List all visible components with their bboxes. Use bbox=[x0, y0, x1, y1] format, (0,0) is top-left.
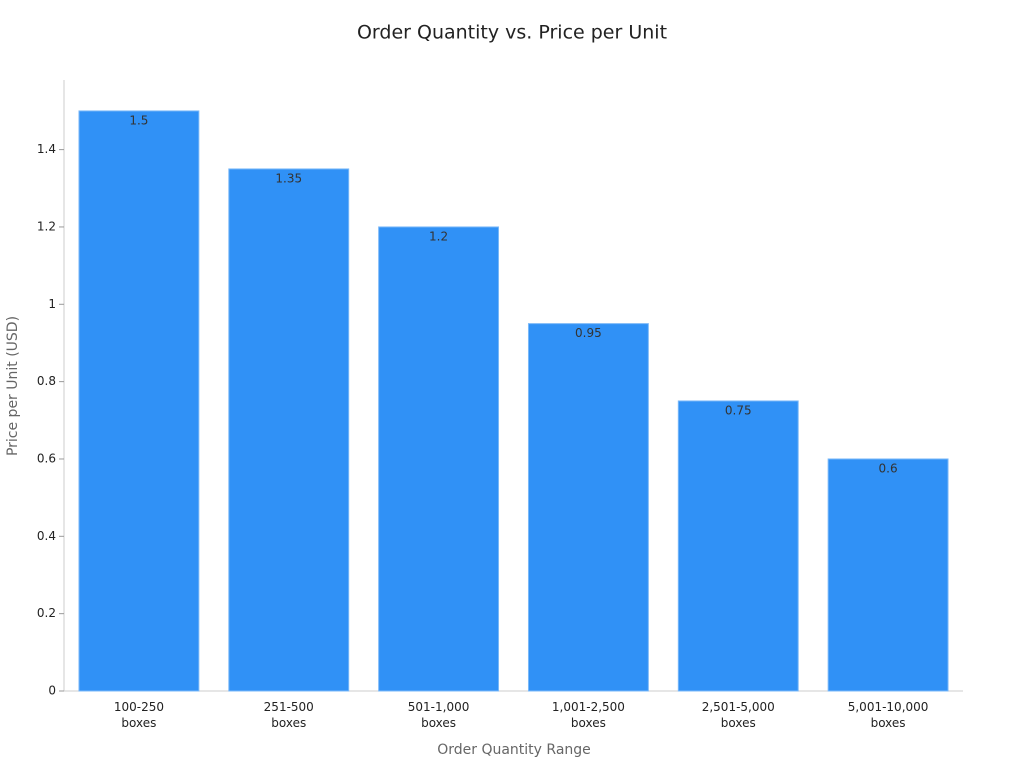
x-axis-label: Order Quantity Range bbox=[437, 742, 591, 758]
bar bbox=[827, 458, 949, 692]
data-label: 1.35 bbox=[275, 171, 302, 185]
bar bbox=[677, 400, 799, 692]
y-tick-label: 0.6 bbox=[37, 451, 56, 465]
bar bbox=[78, 110, 200, 692]
data-label: 1.5 bbox=[129, 113, 148, 127]
data-label: 0.6 bbox=[879, 461, 898, 475]
x-tick-label: 2,501-5,000 boxes bbox=[702, 700, 775, 730]
bar bbox=[228, 168, 350, 692]
x-tick-label: 100-250 boxes bbox=[114, 700, 164, 730]
y-tick-label: 0.4 bbox=[37, 529, 56, 543]
y-tick-label: 0 bbox=[48, 684, 56, 698]
x-tick-label: 5,001-10,000 boxes bbox=[848, 700, 929, 730]
chart-title: Order Quantity vs. Price per Unit bbox=[357, 22, 667, 44]
y-tick-label: 1.2 bbox=[37, 219, 56, 233]
x-tick-label: 1,001-2,500 boxes bbox=[552, 700, 625, 730]
x-tick-label: 501-1,000 boxes bbox=[408, 700, 470, 730]
data-label: 1.2 bbox=[429, 229, 448, 243]
x-tick-label: 251-500 boxes bbox=[264, 700, 314, 730]
y-tick-label: 1.4 bbox=[37, 142, 56, 156]
data-label: 0.75 bbox=[725, 403, 752, 417]
bar bbox=[378, 226, 500, 692]
y-axis-label: Price per Unit (USD) bbox=[5, 316, 21, 456]
y-tick-label: 1 bbox=[48, 297, 56, 311]
y-tick-label: 0.2 bbox=[37, 606, 56, 620]
y-tick-label: 0.8 bbox=[37, 374, 56, 388]
data-label: 0.95 bbox=[575, 326, 602, 340]
bar bbox=[527, 323, 649, 692]
